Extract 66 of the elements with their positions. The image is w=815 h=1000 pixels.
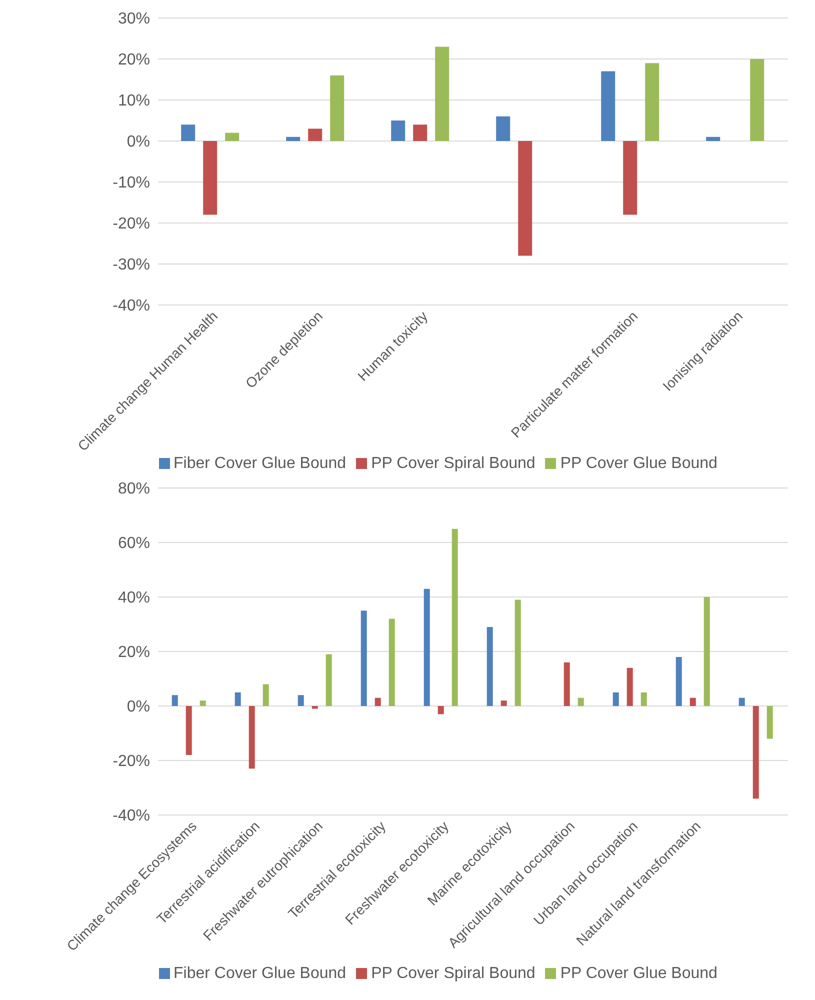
- y-tick-label: 0%: [126, 698, 150, 716]
- bar: [626, 668, 633, 706]
- bar: [286, 136, 300, 141]
- y-tick-label: -40%: [112, 808, 150, 825]
- bar: [388, 618, 395, 706]
- bar: [690, 698, 696, 706]
- bar: [435, 46, 450, 141]
- bar: [514, 600, 521, 706]
- bar: [225, 132, 240, 141]
- bar: [326, 654, 332, 706]
- legend-label: PP Cover Spiral Bound: [371, 965, 536, 982]
- bar: [413, 124, 428, 141]
- bar: [623, 141, 638, 215]
- bar: [438, 706, 444, 714]
- bar: [752, 706, 759, 799]
- bar: [452, 528, 458, 706]
- bar: [612, 692, 619, 706]
- legend-label: PP Cover Glue Bound: [560, 965, 718, 982]
- bar: [181, 124, 196, 141]
- y-tick-label: -20%: [112, 216, 150, 233]
- y-tick-label: -10%: [112, 174, 150, 192]
- bar: [676, 656, 682, 706]
- y-tick-label: -30%: [112, 256, 150, 274]
- legend-label: Fiber Cover Glue Bound: [174, 455, 346, 472]
- y-tick-label: -40%: [112, 298, 150, 315]
- bar: [312, 706, 318, 709]
- bar: [704, 597, 710, 706]
- bar: [738, 698, 745, 706]
- y-tick-label: 20%: [118, 52, 150, 69]
- bar: [248, 706, 255, 769]
- y-tick-label: -20%: [112, 753, 150, 770]
- y-tick-label: 60%: [118, 535, 150, 552]
- bar: [203, 141, 218, 215]
- bar: [496, 116, 510, 141]
- bar: [262, 684, 269, 706]
- y-tick-label: 10%: [118, 92, 150, 110]
- bar: [645, 63, 660, 141]
- y-tick-label: 30%: [118, 10, 150, 28]
- bar: [500, 700, 507, 706]
- bar: [298, 695, 304, 706]
- bar: [486, 626, 493, 706]
- bar: [601, 71, 616, 141]
- bar: [330, 75, 344, 141]
- bar: [374, 698, 381, 706]
- bar: [308, 128, 322, 141]
- bar: [391, 120, 406, 141]
- bar: [424, 588, 430, 706]
- bar: [200, 700, 206, 706]
- y-tick-label: 80%: [118, 480, 150, 498]
- bar: [234, 692, 241, 706]
- bar: [360, 610, 367, 706]
- bar: [640, 692, 647, 706]
- bar: [766, 706, 773, 739]
- legend-label: PP Cover Spiral Bound: [371, 455, 536, 472]
- bar: [564, 662, 570, 706]
- bar: [186, 706, 192, 756]
- bar: [172, 695, 178, 706]
- bar: [518, 141, 532, 256]
- legend-label: Fiber Cover Glue Bound: [174, 965, 346, 982]
- legend-label: PP Cover Glue Bound: [560, 455, 718, 472]
- bar: [750, 59, 764, 141]
- y-tick-label: 40%: [118, 590, 150, 607]
- bar: [578, 698, 584, 706]
- y-tick-label: 0%: [126, 134, 150, 151]
- bar: [706, 136, 720, 141]
- y-tick-label: 20%: [118, 644, 150, 662]
